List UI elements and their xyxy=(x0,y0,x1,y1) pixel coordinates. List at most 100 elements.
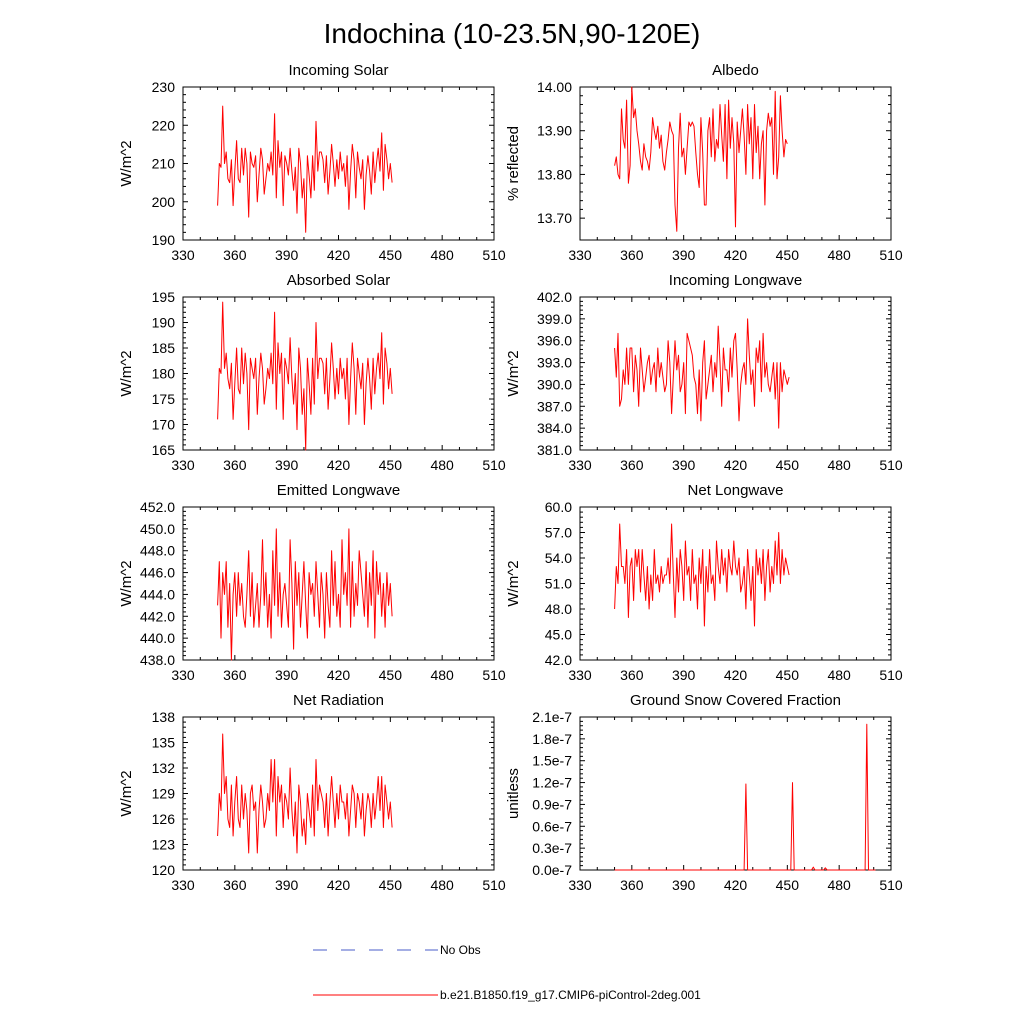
y-axis-label: W/m^2 xyxy=(118,560,135,606)
x-tick-label: 330 xyxy=(568,877,592,893)
x-tick-label: 450 xyxy=(776,667,800,683)
y-tick-label: 448.0 xyxy=(140,543,175,559)
legend: No Obs b.e21.B1850.f19_g17.CMIP6-piContr… xyxy=(313,943,701,1002)
x-tick-label: 450 xyxy=(379,667,403,683)
x-tick-label: 510 xyxy=(482,457,506,473)
x-tick-label: 420 xyxy=(327,667,351,683)
y-tick-label: 54.0 xyxy=(545,550,572,566)
y-tick-label: 393.0 xyxy=(537,355,572,371)
y-tick-label: 123 xyxy=(152,837,176,853)
y-axis-label: unitless xyxy=(505,768,522,819)
legend-obs-label: No Obs xyxy=(440,943,481,957)
panel-title: Absorbed Solar xyxy=(287,272,390,289)
y-tick-label: 0.9e-7 xyxy=(532,796,572,812)
plot-frame xyxy=(579,296,892,451)
y-tick-label: 120 xyxy=(152,862,176,878)
series-line xyxy=(217,105,393,233)
x-tick-label: 330 xyxy=(171,667,195,683)
figure-title: Indochina (10-23.5N,90-120E) xyxy=(324,18,701,49)
legend-model-label: b.e21.B1850.f19_g17.CMIP6-piControl-2deg… xyxy=(440,988,701,1002)
y-axis-label: % reflected xyxy=(505,126,522,201)
x-tick-label: 330 xyxy=(171,457,195,473)
series-line xyxy=(614,318,790,429)
panel-ground-snow-covered-fraction: Ground Snow Covered Fraction unitless 330 3… xyxy=(505,692,903,893)
x-tick-label: 360 xyxy=(223,247,247,263)
x-tick-label: 330 xyxy=(568,667,592,683)
x-tick-label: 420 xyxy=(724,667,748,683)
x-tick-label: 360 xyxy=(620,457,644,473)
y-tick-label: 381.0 xyxy=(537,442,572,458)
y-tick-label: 190 xyxy=(152,232,176,248)
y-tick-label: 0.0e-7 xyxy=(532,862,572,878)
y-tick-label: 57.0 xyxy=(545,525,572,541)
y-tick-label: 402.0 xyxy=(537,289,572,305)
y-tick-label: 135 xyxy=(152,735,176,751)
panel-title: Albedo xyxy=(712,62,759,79)
x-tick-label: 390 xyxy=(672,247,696,263)
panel-title: Emitted Longwave xyxy=(277,482,400,499)
x-tick-label: 510 xyxy=(482,247,506,263)
y-tick-label: 1.5e-7 xyxy=(532,753,572,769)
y-tick-label: 396.0 xyxy=(537,333,572,349)
x-tick-label: 420 xyxy=(327,247,351,263)
plot-frame xyxy=(182,716,495,871)
y-tick-label: 1.2e-7 xyxy=(532,775,572,791)
y-axis-label: W/m^2 xyxy=(118,770,135,816)
y-tick-label: 185 xyxy=(152,340,176,356)
x-tick-label: 420 xyxy=(724,247,748,263)
y-tick-label: 132 xyxy=(152,760,176,776)
y-tick-label: 230 xyxy=(152,79,176,95)
y-axis-label: W/m^2 xyxy=(505,350,522,396)
x-tick-label: 390 xyxy=(275,667,299,683)
y-tick-label: 390.0 xyxy=(537,376,572,392)
x-tick-label: 420 xyxy=(327,457,351,473)
panel-title: Incoming Longwave xyxy=(669,272,802,289)
y-tick-label: 13.70 xyxy=(537,210,572,226)
x-tick-label: 510 xyxy=(482,667,506,683)
x-tick-label: 450 xyxy=(776,247,800,263)
y-tick-label: 45.0 xyxy=(545,627,572,643)
x-tick-label: 480 xyxy=(827,247,851,263)
series-line xyxy=(614,86,788,232)
x-tick-label: 360 xyxy=(223,457,247,473)
x-tick-label: 450 xyxy=(379,457,403,473)
x-tick-label: 450 xyxy=(379,877,403,893)
x-tick-label: 390 xyxy=(275,877,299,893)
y-axis-label: W/m^2 xyxy=(505,560,522,606)
y-tick-label: 126 xyxy=(152,811,176,827)
panel-title: Net Longwave xyxy=(688,482,784,499)
y-tick-label: 190 xyxy=(152,315,176,331)
y-tick-label: 440.0 xyxy=(140,630,175,646)
y-tick-label: 442.0 xyxy=(140,608,175,624)
panel-title: Incoming Solar xyxy=(288,62,388,79)
plot-frame xyxy=(579,506,892,661)
x-tick-label: 360 xyxy=(620,877,644,893)
panel-grid: Incoming Solar W/m^2 330 360 390 420 450 480 510… xyxy=(118,62,903,893)
y-tick-label: 0.6e-7 xyxy=(532,818,572,834)
x-tick-label: 480 xyxy=(827,667,851,683)
x-tick-label: 480 xyxy=(430,247,454,263)
x-tick-label: 330 xyxy=(568,247,592,263)
x-tick-label: 330 xyxy=(568,457,592,473)
x-tick-label: 390 xyxy=(275,247,299,263)
plot-frame xyxy=(182,86,495,241)
y-tick-label: 175 xyxy=(152,391,176,407)
y-tick-label: 14.00 xyxy=(537,79,572,95)
x-tick-label: 360 xyxy=(223,667,247,683)
plot-frame xyxy=(182,296,495,451)
y-tick-label: 446.0 xyxy=(140,565,175,581)
y-tick-label: 170 xyxy=(152,417,176,433)
x-tick-label: 420 xyxy=(724,457,748,473)
y-tick-label: 180 xyxy=(152,366,176,382)
y-tick-label: 444.0 xyxy=(140,586,175,602)
y-tick-label: 450.0 xyxy=(140,521,175,537)
y-tick-label: 1.8e-7 xyxy=(532,731,572,747)
y-tick-label: 399.0 xyxy=(537,311,572,327)
panel-net-radiation: Net Radiation W/m^2 330 360 390 420 450 480 510 1… xyxy=(118,692,506,893)
x-tick-label: 420 xyxy=(724,877,748,893)
x-tick-label: 420 xyxy=(327,877,351,893)
y-tick-label: 138 xyxy=(152,709,176,725)
y-tick-label: 0.3e-7 xyxy=(532,840,572,856)
y-tick-label: 13.80 xyxy=(537,166,572,182)
